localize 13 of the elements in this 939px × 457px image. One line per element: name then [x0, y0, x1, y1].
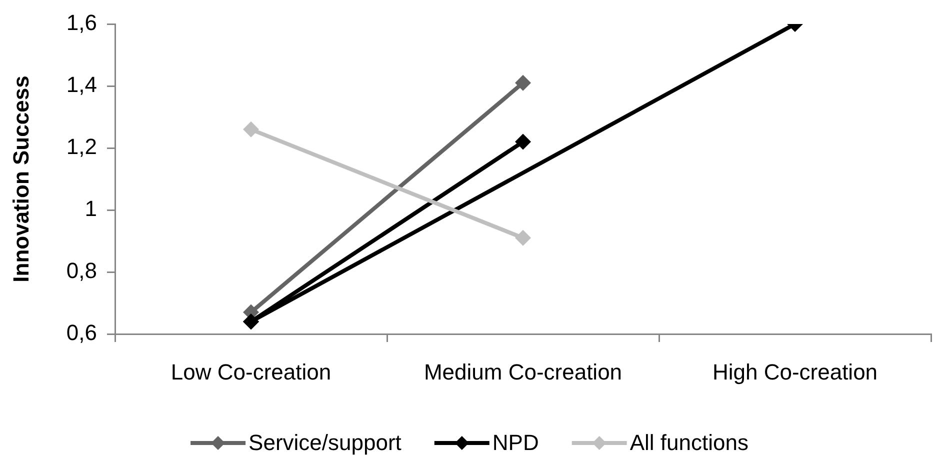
y-tick-label: 1,6 [66, 10, 97, 36]
y-tick-label: 1 [84, 196, 97, 222]
x-tick-label: Medium Co-creation [424, 359, 622, 384]
legend-label: NPD [492, 430, 539, 456]
y-tick-label: 1,2 [66, 134, 97, 160]
x-tick-label: Low Co-creation [170, 359, 332, 384]
y-tick-label: 1,4 [66, 72, 97, 98]
y-tick-label: 0,8 [66, 258, 97, 284]
y-tick-label: 0,6 [66, 320, 97, 346]
legend-label: All functions [630, 430, 748, 456]
x-tick-label: High Co-creation [712, 359, 878, 384]
y-axis-title: Innovation Success [8, 76, 34, 282]
legend-label: Service/support [248, 430, 402, 456]
